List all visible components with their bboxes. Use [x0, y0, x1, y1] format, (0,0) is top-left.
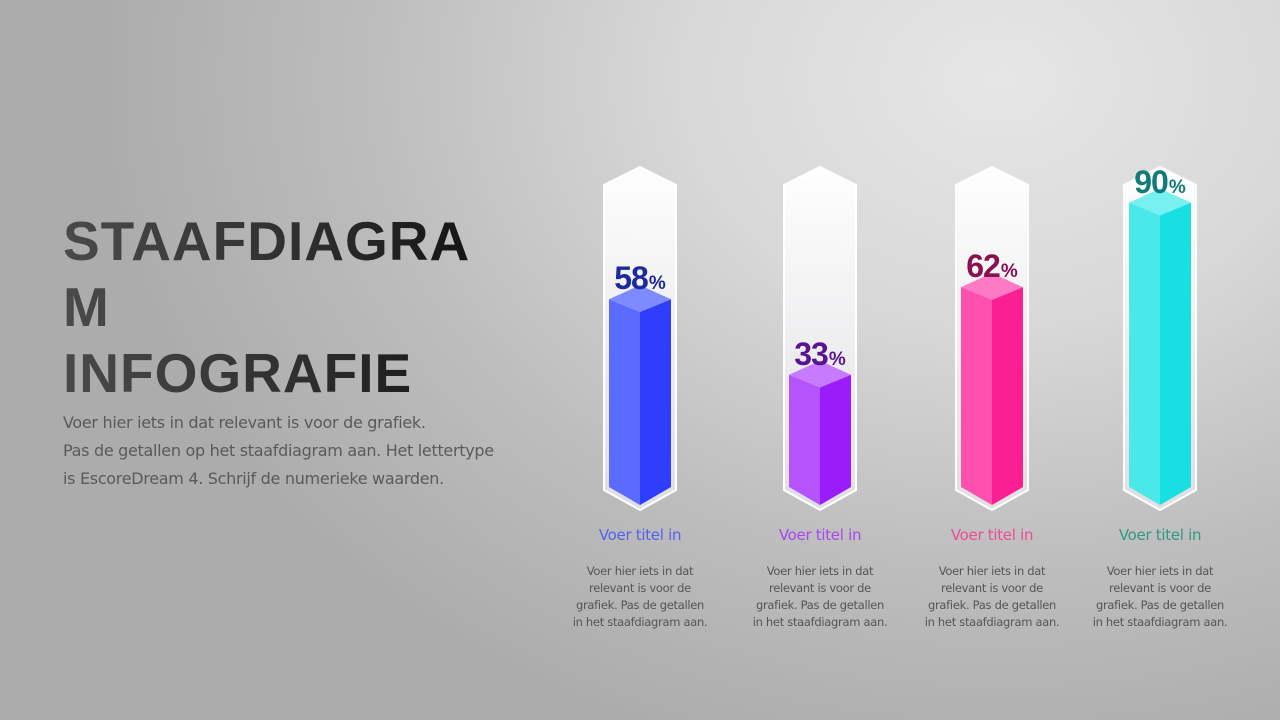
- bar-graphic: [1123, 165, 1197, 512]
- value-label: 62%: [912, 249, 1072, 289]
- bar-description: Voer hier iets in dat relevant is voor de…: [560, 563, 720, 631]
- description-line: in het staafdiagram aan.: [752, 615, 888, 629]
- bar-top-face: [1129, 188, 1191, 216]
- bar-description: Voer hier iets in dat relevant is voor de…: [912, 563, 1072, 631]
- intro-line-3: is EscoreDream 4. Schrijf de numerieke w…: [63, 469, 444, 488]
- description-line: Voer hier iets in dat: [1106, 564, 1214, 578]
- bar-left-face: [789, 374, 820, 505]
- value-label: 33%: [740, 337, 900, 377]
- title-line-1: STAAFDIAGRA: [63, 210, 471, 272]
- bar-description: Voer hier iets in dat relevant is voor de…: [740, 563, 900, 631]
- description-line: grafiek. Pas de getallen: [756, 598, 884, 612]
- bar-left-face: [1129, 202, 1160, 505]
- bar-right-face: [640, 299, 671, 505]
- bar-left-face: [609, 299, 640, 505]
- description-line: Voer hier iets in dat: [586, 564, 694, 578]
- percent-sign: %: [828, 348, 846, 370]
- bar-right-face: [992, 287, 1023, 505]
- bar-description: Voer hier iets in dat relevant is voor de…: [1080, 563, 1240, 631]
- bar-column-3: 62% Voer titel in Voer hier iets in dat rel…: [912, 160, 1072, 640]
- value-label: 90%: [1080, 165, 1240, 205]
- value-number: 90: [1134, 163, 1169, 200]
- bar-graphic: [955, 165, 1029, 512]
- description-line: relevant is voor de: [1109, 581, 1211, 595]
- percent-sign: %: [1000, 261, 1018, 283]
- value-number: 33: [794, 335, 829, 372]
- description-line: relevant is voor de: [941, 581, 1043, 595]
- description-line: relevant is voor de: [589, 581, 691, 595]
- bar-right-face: [820, 374, 851, 505]
- bar-title: Voer titel in: [598, 526, 682, 544]
- description-line: Voer hier iets in dat: [766, 564, 874, 578]
- bar-column-2: 33% Voer titel in Voer hier iets in dat rel…: [740, 160, 900, 640]
- intro-line-1: Voer hier iets in dat relevant is voor d…: [63, 413, 426, 432]
- intro-line-2: Pas de getallen op het staafdiagram aan.…: [63, 441, 494, 460]
- bar-title: Voer titel in: [778, 526, 862, 544]
- bar-top-face: [789, 360, 851, 388]
- bar-graphic: [603, 165, 677, 512]
- title-line-3: INFOGRAFIE: [63, 342, 413, 404]
- bar-graphic: [783, 165, 857, 512]
- bar-top-face: [609, 285, 671, 312]
- description-line: in het staafdiagram aan.: [572, 615, 708, 629]
- bar-column-1: 58% Voer titel in Voer hier iets in dat rel…: [560, 160, 720, 640]
- description-line: in het staafdiagram aan.: [1092, 615, 1228, 629]
- title-line-2: M: [63, 276, 110, 338]
- bar-title: Voer titel in: [950, 526, 1034, 544]
- bar-left-face: [961, 287, 992, 505]
- value-label: 58%: [560, 261, 720, 301]
- value-number: 62: [966, 248, 1001, 285]
- page-title: STAAFDIAGRA M INFOGRAFIE: [63, 208, 533, 406]
- description-line: grafiek. Pas de getallen: [1096, 598, 1224, 612]
- description-line: grafiek. Pas de getallen: [576, 598, 704, 612]
- description-line: Voer hier iets in dat: [938, 564, 1046, 578]
- bar-title: Voer titel in: [1118, 526, 1202, 544]
- bar-right-face: [1160, 202, 1191, 505]
- bar-top-face: [961, 273, 1023, 300]
- description-line: relevant is voor de: [769, 581, 871, 595]
- percent-sign: %: [1168, 176, 1186, 198]
- description-line: grafiek. Pas de getallen: [928, 598, 1056, 612]
- description-line: in het staafdiagram aan.: [924, 615, 1060, 629]
- value-number: 58: [614, 260, 649, 297]
- intro-text: Voer hier iets in dat relevant is voor d…: [63, 409, 533, 493]
- bar-column-4: 90% Voer titel in Voer hier iets in dat rel…: [1080, 160, 1240, 640]
- percent-sign: %: [648, 273, 666, 295]
